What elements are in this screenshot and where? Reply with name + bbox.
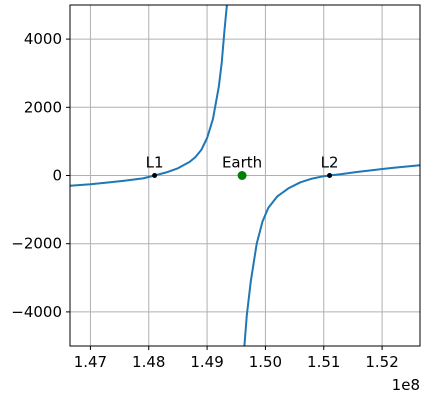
x-offset-label: 1e8 [392, 376, 420, 394]
series-line-segment [243, 164, 420, 346]
x-tick-label: 1.50 [249, 353, 282, 371]
x-tick-label: 1.47 [74, 353, 107, 371]
y-tick-label: −2000 [11, 235, 62, 253]
point-label-earth: Earth [222, 154, 262, 172]
x-tick-label: 1.48 [132, 353, 165, 371]
y-tick-label: 4000 [24, 30, 62, 48]
series-line-segment [70, 5, 228, 187]
points-layer: L1 Earth L2 [146, 154, 339, 180]
point-l1 [152, 173, 158, 178]
y-tick-label: 2000 [24, 98, 62, 116]
point-l2 [327, 173, 333, 178]
ticks-layer: 1.47 1.48 1.49 1.50 1.51 1.52 −4000 −2000 0 2000 4… [11, 30, 399, 371]
y-tick-label: −4000 [11, 303, 62, 321]
x-tick-label: 1.49 [190, 353, 223, 371]
point-label-l2: L2 [321, 154, 339, 172]
point-label-l1: L1 [146, 154, 164, 172]
series-layer [70, 5, 420, 346]
x-tick-label: 1.51 [307, 353, 340, 371]
point-earth [237, 171, 247, 180]
y-tick-label: 0 [52, 167, 62, 185]
x-tick-label: 1.52 [365, 353, 398, 371]
